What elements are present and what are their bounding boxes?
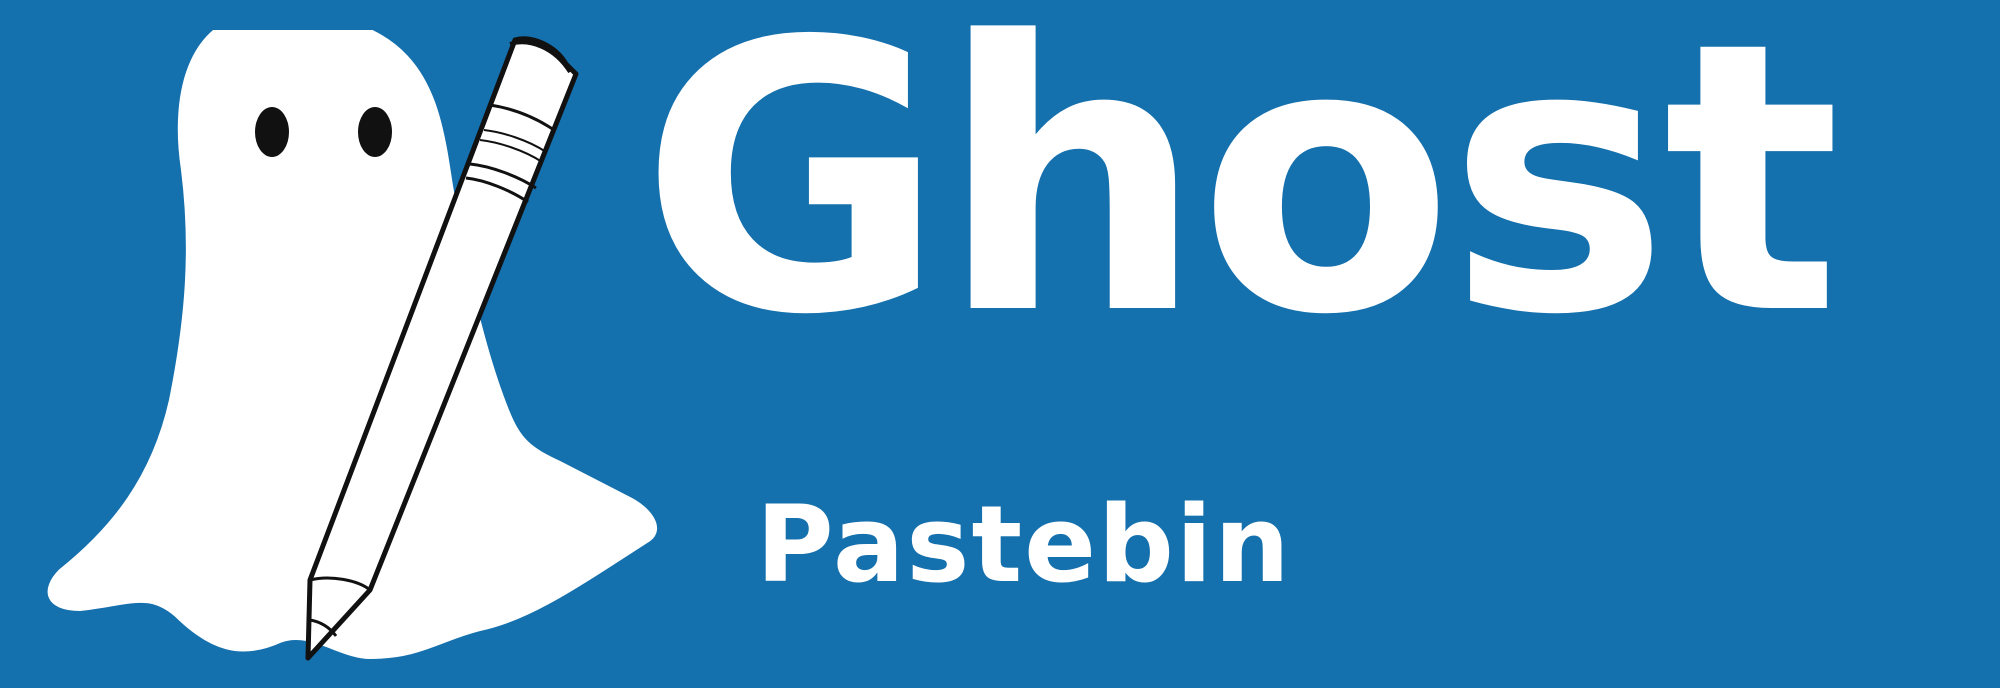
ghost-left-eye [255, 107, 289, 157]
brand-name: Ghost [640, 0, 1841, 396]
pencil [305, 36, 579, 661]
ghost-right-eye [358, 107, 392, 157]
ghost-body [47, 30, 657, 660]
brand-tagline: Pastebin [756, 483, 1292, 606]
ghost-pencil-icon [47, 30, 657, 661]
